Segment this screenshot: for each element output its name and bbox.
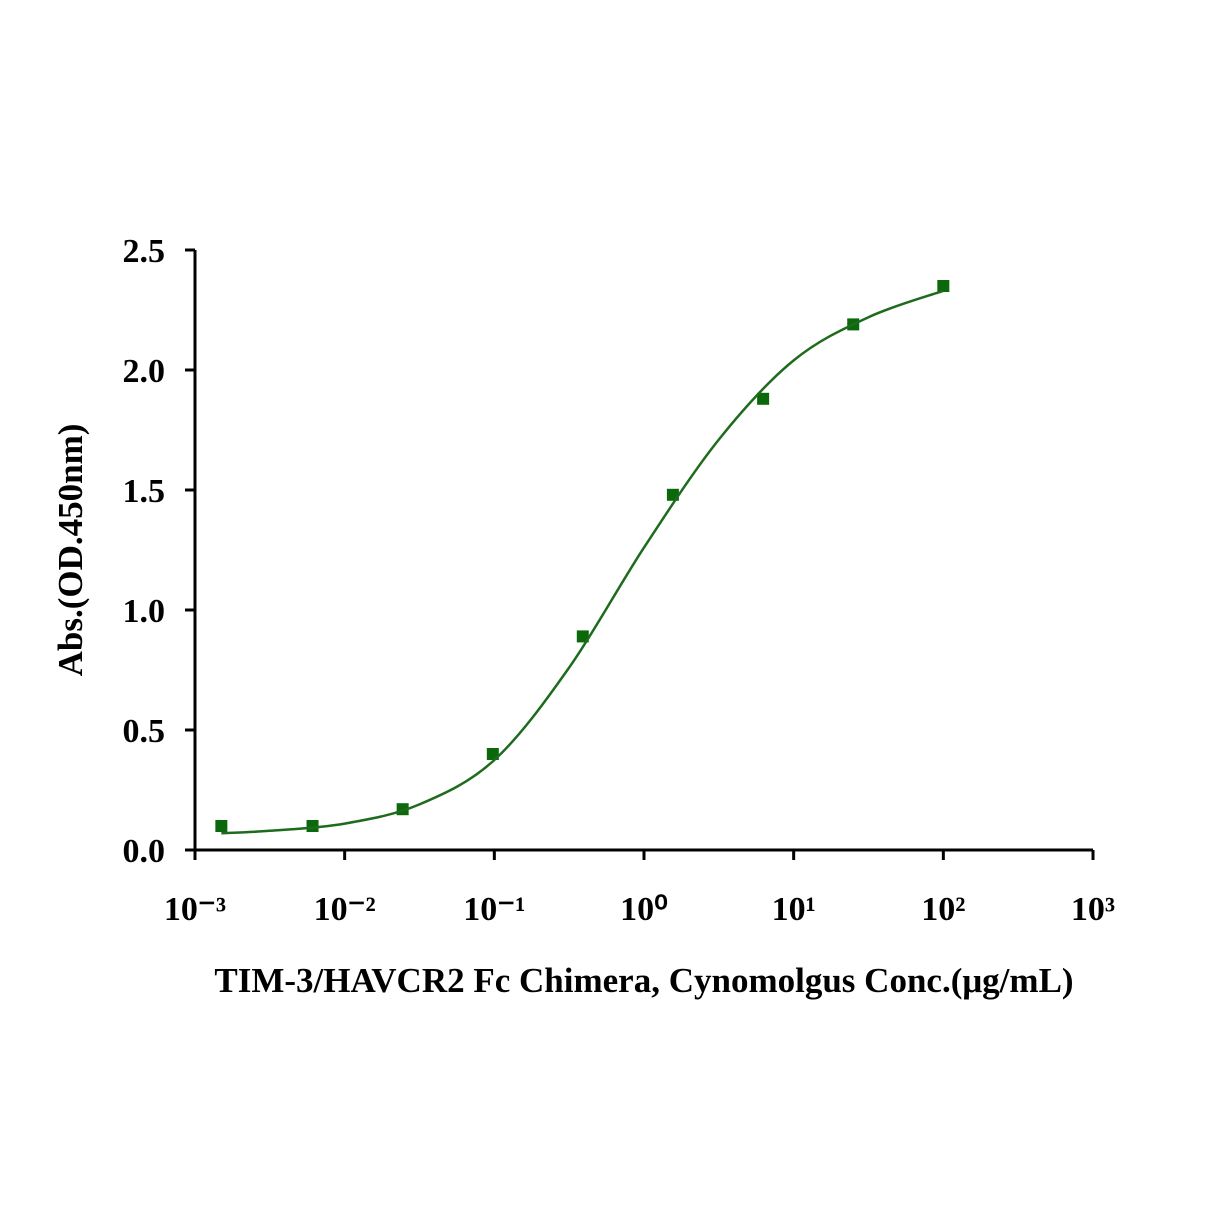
x-tick-label: 10⁻¹ xyxy=(463,891,525,928)
fit-curve xyxy=(221,289,944,835)
y-tick-label: 0.0 xyxy=(123,833,166,870)
x-tick-label: 10⁰ xyxy=(620,891,668,928)
y-tick-label: 1.0 xyxy=(123,593,166,630)
x-tick-label: 10⁻³ xyxy=(164,891,226,928)
y-tick-label: 2.0 xyxy=(123,353,166,390)
data-point xyxy=(937,280,950,292)
y-tick-label: 2.5 xyxy=(123,233,166,270)
data-point xyxy=(215,820,228,832)
x-tick-label: 10² xyxy=(921,891,965,928)
x-tick-label: 10⁻² xyxy=(314,891,376,928)
y-tick-label: 1.5 xyxy=(123,473,166,510)
x-axis-label: TIM-3/HAVCR2 Fc Chimera, Cynomolgus Conc… xyxy=(214,961,1073,1000)
y-axis-label: Abs.(OD.450nm) xyxy=(51,424,90,677)
data-point xyxy=(576,630,589,643)
y-tick-label: 0.5 xyxy=(123,713,166,750)
x-tick-label: 10¹ xyxy=(772,891,816,928)
x-tick-label: 10³ xyxy=(1071,891,1115,928)
data-point xyxy=(757,392,770,405)
